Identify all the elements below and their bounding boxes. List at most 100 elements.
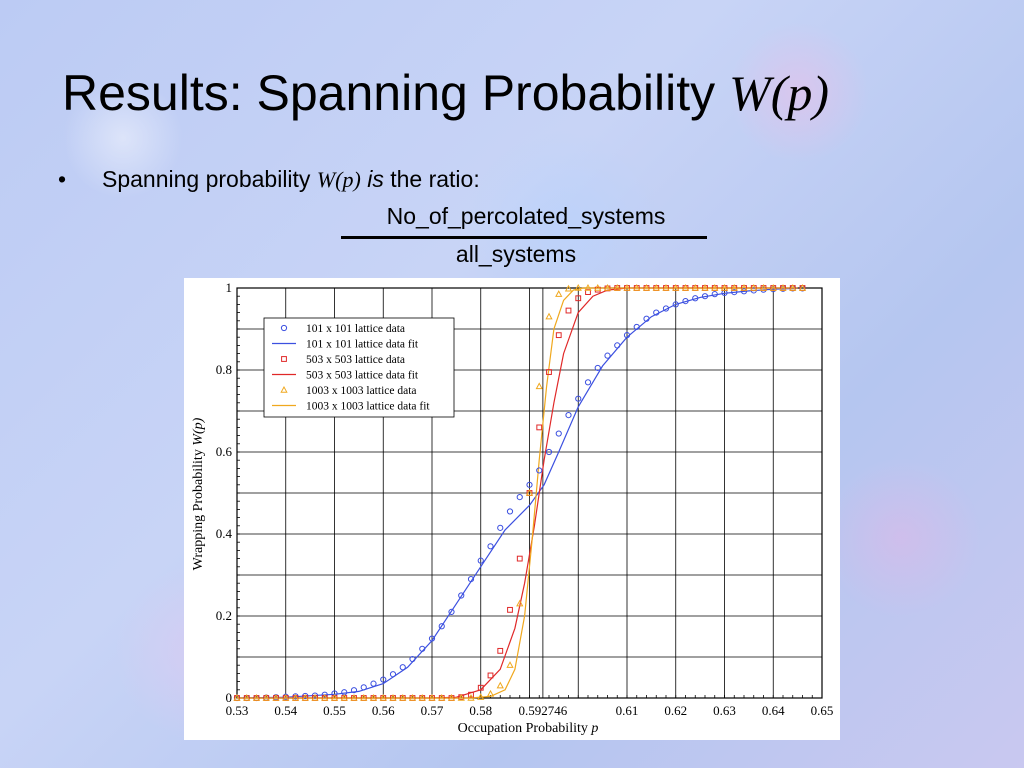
series-point-4 (243, 693, 251, 701)
series-point-0 (506, 508, 514, 515)
series-point-0 (701, 293, 709, 300)
series-point-4 (720, 283, 729, 291)
x-tick-label: 0.592746 (519, 703, 568, 718)
legend-swatch-marker (280, 385, 288, 393)
legend-label: 101 x 101 lattice data (306, 323, 405, 335)
series-point-4 (408, 693, 417, 701)
series-point-0 (380, 676, 387, 683)
series-point-4 (321, 693, 329, 701)
x-tick-label: 0.65 (811, 703, 834, 718)
series-point-4 (369, 693, 378, 701)
series-point-0 (653, 309, 660, 316)
series-point-4 (282, 693, 290, 701)
y-tick-label: 0.4 (216, 526, 233, 541)
series-point-0 (584, 379, 592, 386)
series-point-4 (691, 283, 699, 291)
series-point-4 (740, 283, 748, 291)
series-point-0 (409, 655, 416, 663)
series-point-4 (486, 689, 495, 697)
series-point-4 (457, 693, 465, 701)
series-point-2 (575, 295, 582, 302)
series-point-4 (311, 693, 319, 701)
legend-swatch-marker (281, 356, 287, 362)
series-point-2 (497, 647, 504, 654)
series-point-4 (769, 283, 777, 291)
series-point-0 (740, 288, 748, 295)
series-point-4 (428, 693, 436, 701)
series-point-0 (477, 557, 484, 564)
slide-title-text: Results: Spanning Probability (62, 65, 730, 121)
series-point-0 (458, 592, 465, 599)
series-point-0 (731, 289, 738, 296)
series-point-0 (623, 332, 631, 339)
series-point-0 (692, 295, 699, 302)
series-point-0 (633, 323, 640, 331)
legend-label: 503 x 503 lattice data (306, 354, 405, 366)
x-tick-label: 0.58 (469, 703, 492, 718)
series-point-4 (681, 283, 690, 291)
series-point-0 (594, 364, 601, 372)
series-point-4 (233, 693, 241, 701)
series-point-2 (507, 606, 513, 613)
x-tick-label: 0.57 (421, 703, 444, 718)
series-point-2 (536, 424, 543, 431)
series-point-0 (643, 315, 650, 322)
x-tick-label: 0.55 (323, 703, 346, 718)
y-axis-label: Wrapping Probability W(p) (191, 417, 206, 570)
series-point-0 (389, 671, 397, 678)
x-tick-label: 0.61 (616, 703, 639, 718)
series-point-4 (662, 283, 670, 291)
series-point-4 (438, 693, 446, 701)
series-point-4 (291, 693, 300, 701)
series-point-4 (672, 283, 680, 291)
series-point-0 (526, 481, 533, 488)
series-point-4 (798, 283, 807, 291)
x-axis-label-var: p (590, 721, 598, 736)
series-point-4 (330, 693, 339, 701)
y-tick-label: 0.8 (216, 362, 232, 377)
series-point-4 (584, 283, 592, 291)
series-point-0 (662, 305, 670, 312)
bullet-math: W(p) (316, 167, 361, 192)
series-point-0 (614, 342, 621, 349)
series-point-0 (565, 412, 572, 419)
y-tick-label: 0.6 (216, 444, 233, 459)
fraction-line (341, 236, 707, 239)
series-point-0 (497, 524, 504, 531)
slide-title-math: W(p) (729, 65, 829, 121)
series-point-2 (468, 691, 474, 698)
series-point-4 (379, 693, 387, 701)
series-point-4 (477, 693, 485, 700)
series-point-4 (574, 283, 582, 291)
series-point-4 (652, 283, 660, 291)
series-point-0 (370, 680, 377, 687)
series-point-0 (321, 691, 328, 698)
series-point-0 (555, 430, 562, 437)
chart-legend: 101 x 101 lattice data 101 x 101 lattice … (263, 317, 455, 418)
series-point-4 (389, 693, 397, 701)
series-point-4 (350, 693, 358, 701)
series-point-2 (477, 684, 484, 691)
series-point-0 (428, 635, 436, 642)
series-point-4 (555, 290, 563, 297)
series-point-0 (536, 467, 543, 474)
series-point-4 (603, 283, 612, 291)
series-point-4 (272, 693, 280, 701)
series-point-4 (759, 283, 768, 291)
series-point-4 (642, 283, 651, 291)
x-tick-label: 0.64 (762, 703, 785, 718)
series-point-0 (360, 684, 367, 691)
series-point-4 (418, 693, 426, 701)
series-point-0 (682, 298, 689, 305)
series-point-4 (779, 283, 787, 291)
chart-svg: 0.53 0.54 0.55 0.56 0.57 0.58 0.592746 0.61 0.62… (184, 278, 840, 740)
series-point-4 (252, 693, 261, 701)
y-axis-label-text: Wrapping Probability (191, 449, 206, 570)
series-point-4 (613, 283, 621, 291)
series-point-4 (496, 681, 504, 689)
bullet-rest: the ratio: (383, 166, 480, 192)
y-tick-label: 0 (226, 690, 233, 705)
bullet-item: • Spanning probability W(p) is the ratio: (58, 166, 480, 193)
legend-label: 101 x 101 lattice data fit (306, 339, 419, 351)
series-point-4 (340, 693, 348, 701)
